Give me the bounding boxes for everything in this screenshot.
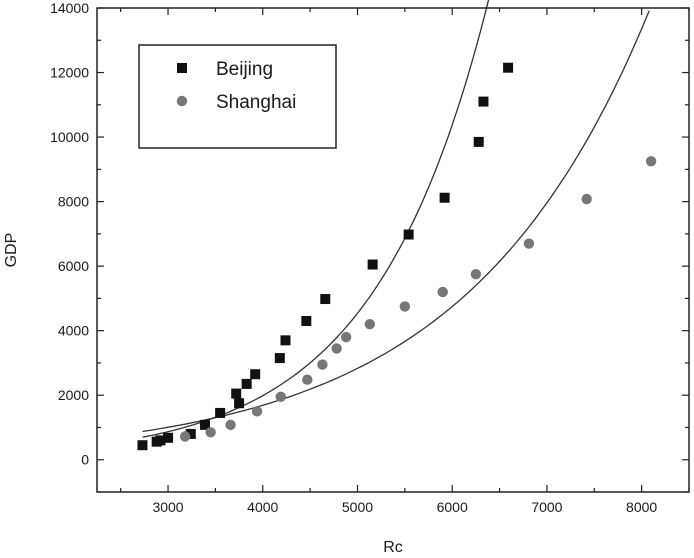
data-point-series-0 [199, 419, 210, 430]
data-point-series-1 [179, 431, 191, 442]
data-point-series-0 [137, 440, 148, 451]
data-point-series-1 [470, 269, 482, 280]
axis-ticks: 3000 4000 5000 6000 7000 8000 0 2000 4000 6000 800… [50, 0, 690, 515]
legend: Beijing Shanghai [138, 44, 337, 149]
data-point-series-0 [473, 136, 484, 147]
legend-label-beijing: Beijing [216, 59, 273, 80]
x-axis-title: Rc [383, 539, 403, 556]
data-point-series-1 [302, 374, 313, 385]
data-point-series-1 [317, 359, 328, 370]
data-point-series-1 [581, 193, 592, 205]
data-point-series-0 [280, 335, 291, 346]
data-point-series-0 [241, 378, 252, 389]
data-point-series-1 [437, 286, 448, 298]
x-tick-label: 6000 [437, 499, 468, 515]
data-point-series-0 [163, 432, 174, 443]
y-tick-label: 6000 [58, 258, 89, 274]
data-point-series-1 [205, 427, 216, 438]
data-point-series-1 [225, 419, 236, 431]
data-point-series-0 [367, 259, 378, 270]
data-point-series-0 [478, 96, 489, 107]
data-point-series-0 [439, 192, 450, 203]
x-tick-label: 7000 [531, 499, 562, 515]
y-tick-label: 2000 [58, 387, 89, 403]
data-point-series-0 [215, 407, 226, 418]
legend-marker-beijing [177, 63, 187, 73]
data-point-series-0 [250, 369, 261, 380]
y-tick-label: 0 [81, 452, 89, 468]
data-point-series-0 [301, 315, 312, 326]
y-tick-label: 12000 [50, 65, 89, 81]
data-point-series-0 [274, 353, 285, 364]
data-points [137, 62, 657, 451]
y-tick-label: 14000 [50, 0, 89, 16]
data-point-series-0 [234, 398, 245, 409]
y-axis-title: GDP [3, 233, 20, 268]
data-point-series-0 [403, 229, 414, 240]
legend-box [138, 44, 337, 149]
data-point-series-0 [155, 435, 166, 446]
y-tick-label: 4000 [58, 323, 89, 339]
data-point-series-1 [251, 406, 263, 417]
x-tick-label: 5000 [342, 499, 373, 515]
data-point-series-0 [503, 62, 514, 73]
data-point-series-1 [645, 156, 657, 167]
data-point-series-0 [320, 294, 331, 305]
data-point-series-1 [399, 301, 411, 312]
legend-marker-shanghai [176, 95, 188, 107]
y-tick-label: 8000 [58, 194, 89, 210]
data-point-series-0 [185, 428, 196, 439]
data-point-series-1 [340, 331, 352, 343]
x-tick-label: 8000 [626, 499, 657, 515]
data-point-series-1 [331, 343, 342, 354]
plot-area-frame [96, 7, 690, 493]
legend-label-shanghai: Shanghai [216, 92, 296, 113]
data-point-series-0 [231, 388, 242, 399]
x-tick-label: 4000 [247, 499, 278, 515]
fit-curve-1 [142, 10, 650, 433]
y-tick-label: 10000 [50, 129, 89, 145]
x-tick-label: 3000 [152, 499, 183, 515]
data-point-series-1 [523, 238, 535, 249]
data-point-series-1 [364, 319, 375, 330]
data-point-series-1 [275, 391, 286, 403]
